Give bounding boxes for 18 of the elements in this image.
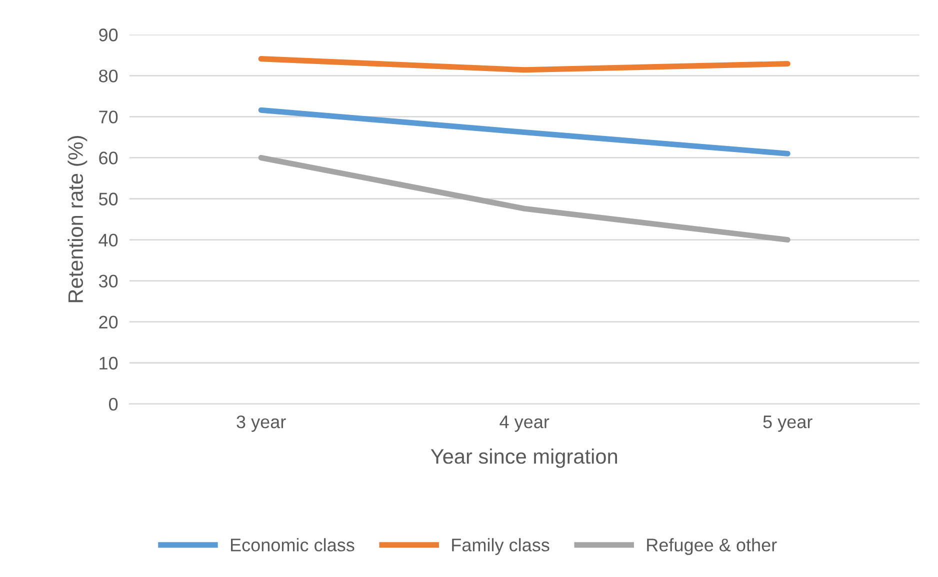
y-tick-label: 70 bbox=[99, 110, 118, 124]
x-tick-label: 3 year bbox=[236, 415, 286, 432]
x-axis-title: Year since migration bbox=[430, 448, 617, 468]
y-axis-title: Retention rate (%) bbox=[68, 136, 88, 302]
y-tick-label: 30 bbox=[98, 274, 118, 288]
y-tick-label: 60 bbox=[99, 152, 118, 164]
x-tick-label: 5 year bbox=[763, 416, 812, 432]
y-tick-label: 10 bbox=[100, 356, 118, 370]
y-tick-label: 20 bbox=[99, 316, 118, 329]
legend-label: Refugee & other bbox=[647, 538, 777, 555]
y-tick-label: 80 bbox=[99, 70, 118, 82]
legend-label: Family class bbox=[452, 538, 550, 555]
y-tick-label: 40 bbox=[98, 234, 118, 246]
x-tick-label: 4 year bbox=[500, 416, 550, 432]
y-tick-label: 50 bbox=[98, 192, 118, 206]
y-tick-label: 90 bbox=[99, 28, 118, 42]
y-tick-label: 0 bbox=[109, 398, 118, 411]
legend-label: Economic class bbox=[230, 538, 354, 552]
